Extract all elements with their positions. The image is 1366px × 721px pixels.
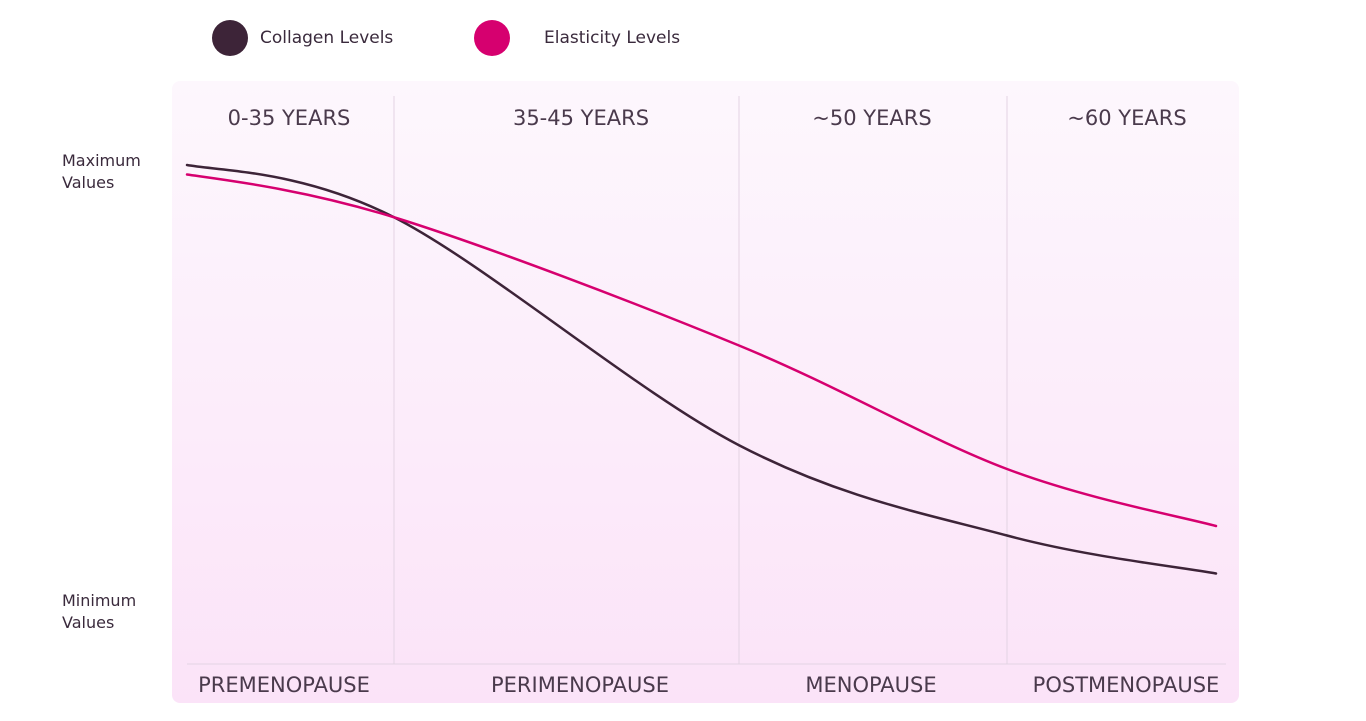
series-line-elasticity-levels: [185, 173, 1218, 528]
chart-panel: [172, 81, 1239, 703]
legend-label-collagen: Collagen Levels: [260, 28, 394, 48]
legend-label-elasticity: Elasticity Levels: [544, 28, 681, 48]
phase-label: POSTMENOPAUSE: [1033, 673, 1220, 697]
elasticity-swatch-icon: [474, 20, 510, 56]
age-label: 0-35 YEARS: [228, 106, 351, 130]
series-lines: [185, 163, 1218, 575]
age-labels: 0-35 YEARS 35-45 YEARS ~50 YEARS ~60 YEARS: [228, 106, 1187, 130]
phase-labels: PREMENOPAUSE PERIMENOPAUSE MENOPAUSE POSTME…: [198, 673, 1219, 697]
collagen-swatch-icon: [212, 20, 248, 56]
phase-label: PREMENOPAUSE: [198, 673, 370, 697]
legend-item-collagen: Collagen Levels: [212, 20, 393, 56]
y-min-label: Minimum Values: [62, 591, 137, 632]
series-line-collagen-levels: [185, 163, 1218, 575]
age-label: ~50 YEARS: [812, 106, 931, 130]
age-label: 35-45 YEARS: [513, 106, 649, 130]
age-label: ~60 YEARS: [1067, 106, 1186, 130]
grid-lines: [187, 96, 1226, 665]
phase-label: PERIMENOPAUSE: [491, 673, 669, 697]
phase-label: MENOPAUSE: [805, 673, 936, 697]
y-max-label: Maximum Values: [62, 151, 141, 192]
legend-item-elasticity: Elasticity Levels: [474, 20, 680, 56]
